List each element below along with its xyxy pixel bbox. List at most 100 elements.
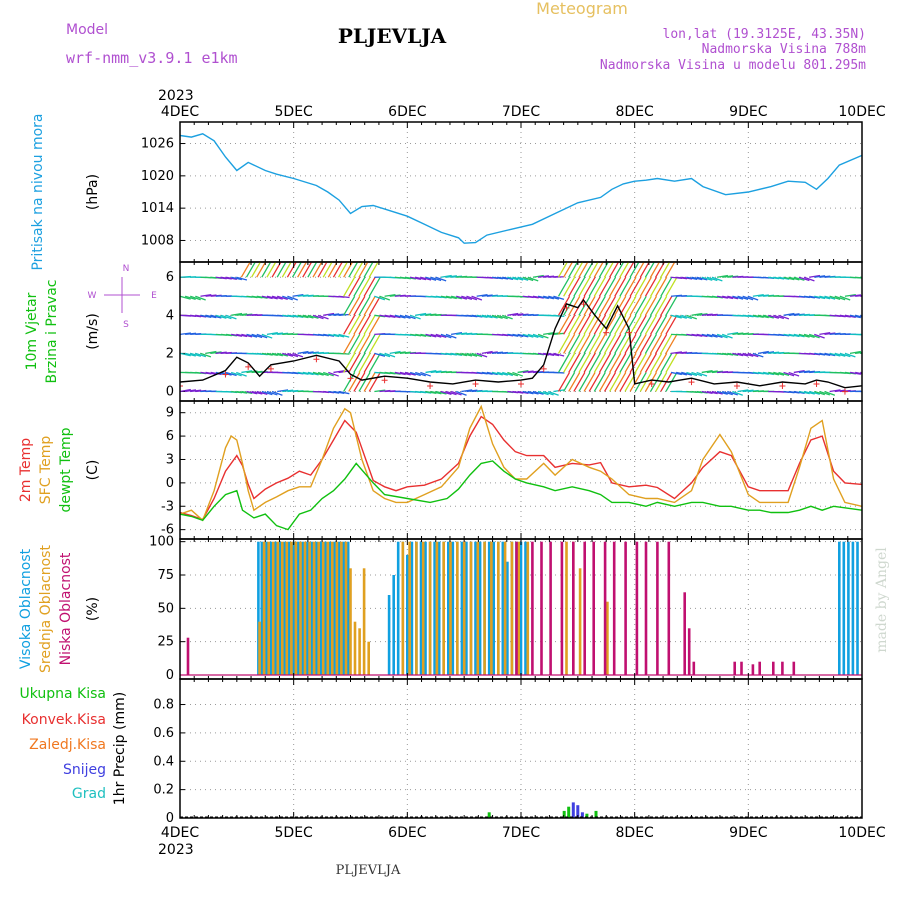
wind-barb [819, 352, 831, 356]
wind-barb [200, 294, 212, 297]
visoka-oblacnost-bar [265, 541, 268, 675]
wind-barb [512, 313, 524, 316]
wind-barb [696, 333, 708, 338]
visoka-oblacnost-bar [447, 541, 450, 675]
srednja-oblacnost-bar [456, 541, 459, 675]
wind-barb [588, 353, 601, 373]
visoka-oblacnost-bar [387, 595, 391, 675]
niska-oblacnost-bar [772, 661, 775, 675]
wind-barb [430, 370, 442, 374]
wind-barb [578, 295, 591, 316]
2m-temp-line [180, 415, 862, 521]
wind-barb [507, 312, 519, 316]
wind-barb [762, 371, 775, 376]
wind-barb [292, 352, 304, 358]
wind-barb [557, 353, 571, 373]
wind-barb [737, 352, 749, 357]
x-tick-label: 6DEC [388, 104, 427, 120]
srednja-oblacnost-bar [408, 541, 411, 675]
wind-barb [486, 351, 498, 355]
wind-barb [829, 352, 841, 357]
y-tick-label: 0 [166, 384, 174, 399]
wind-barb [588, 295, 601, 316]
wind-barb [291, 262, 303, 278]
wind-barb [553, 295, 565, 301]
wind-barb [507, 333, 519, 337]
wind-barb [624, 262, 635, 278]
wind-barb [563, 372, 576, 392]
wind-barb [839, 352, 851, 358]
srednja-oblacnost-bar [497, 541, 500, 675]
wind-barb [722, 275, 734, 278]
visoka-oblacnost-bar [851, 541, 855, 675]
wind-barb [517, 276, 529, 281]
visoka-oblacnost-bar [333, 541, 336, 675]
wind-barb [323, 312, 335, 316]
precip-legend-item: Zaledj.Kisa [29, 737, 106, 753]
wind-barb [236, 276, 248, 281]
wind-barb [573, 334, 586, 354]
y-tick-label: 2 [166, 346, 174, 361]
srednja-oblacnost-bar [578, 568, 582, 675]
wind-barb [563, 276, 576, 297]
wind-barb [389, 350, 401, 355]
wind-barb [711, 390, 723, 395]
wind-barb [445, 390, 457, 396]
wind-barb [798, 390, 810, 395]
wind-barb [471, 295, 483, 301]
wind-barb [297, 350, 309, 355]
wind-barb [844, 352, 856, 358]
wind-barb [670, 351, 683, 355]
visoka-oblacnost-bar [306, 541, 309, 675]
wind-barb [568, 334, 581, 354]
wind-barb [824, 332, 836, 336]
wind-barb [389, 314, 401, 319]
wind-barb [598, 295, 611, 316]
wind-barb [619, 314, 632, 335]
srednja-oblacnost-bar [285, 541, 289, 675]
visoka-oblacnost-bar [287, 541, 291, 675]
wind-barb [747, 295, 759, 301]
wind-barb [614, 295, 627, 316]
niska-oblacnost-bar [515, 541, 518, 675]
temperature-ylabel: 2m Temp [18, 438, 34, 502]
wind-barb [696, 371, 708, 377]
precip-legend-item: Grad [72, 786, 106, 802]
wind-barb [190, 295, 201, 301]
srednja-oblacnost-bar [271, 541, 275, 675]
wind-barb [701, 333, 713, 338]
visoka-oblacnost-bar [406, 555, 409, 675]
wind-barb [353, 334, 366, 354]
wind-barb [358, 353, 371, 373]
wind-barb [471, 314, 483, 318]
niska-oblacnost-bar [781, 661, 784, 675]
wind-barb [732, 352, 744, 357]
wind-barb [629, 372, 642, 392]
srednja-oblacnost-bar [442, 541, 445, 675]
wind-barb [343, 262, 354, 278]
wind-barb [557, 372, 571, 392]
wind-barb [281, 262, 292, 278]
temperature-ylabel: dewpt Temp [58, 427, 74, 512]
wind-barb [573, 262, 584, 278]
wind-barb [425, 390, 437, 395]
wind-barb [205, 314, 217, 319]
wind-barb [573, 353, 586, 373]
niska-oblacnost-bar [667, 541, 671, 675]
y-tick-label: 1020 [141, 169, 174, 184]
y-tick-label: 9 [166, 406, 174, 421]
wind-barb [241, 333, 253, 338]
wind-barb [553, 314, 565, 318]
wind-barb [701, 370, 713, 374]
wind-barb [312, 371, 324, 376]
wind-barb [819, 332, 831, 335]
wind-barb [839, 295, 851, 301]
wind-barb [655, 276, 668, 297]
wind-barb [665, 353, 678, 373]
srednja-oblacnost-bar [267, 541, 270, 675]
wind-barb [578, 372, 591, 392]
wind-barb [588, 372, 601, 392]
x-tick-label: 5DEC [275, 825, 314, 841]
visoka-oblacnost-bar [328, 541, 332, 675]
